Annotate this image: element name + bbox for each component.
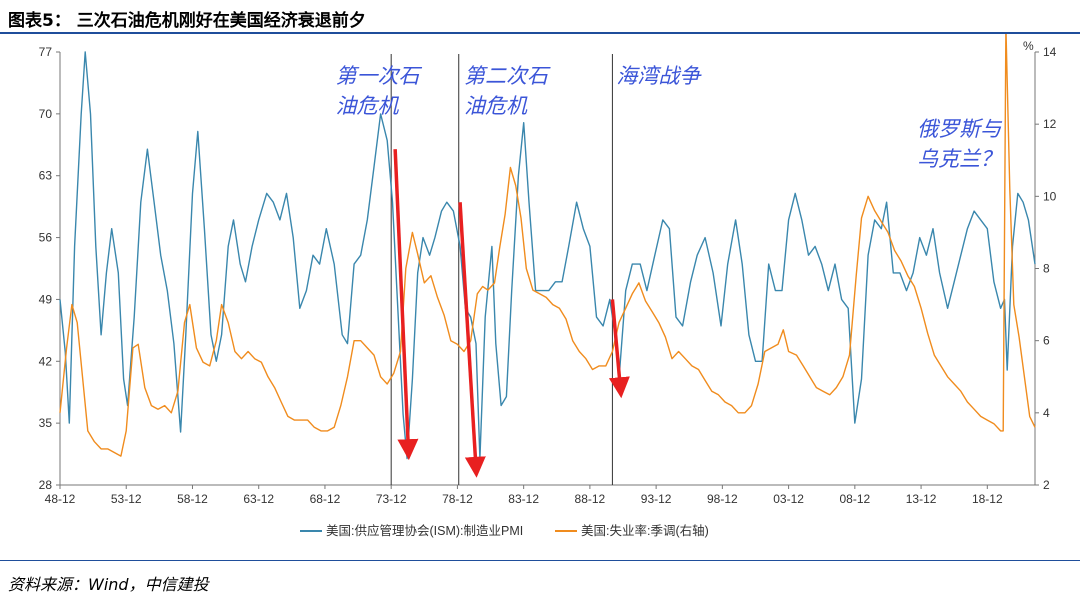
event-annotation: 第一次石	[336, 64, 423, 88]
decline-arrow	[608, 299, 630, 399]
x-tick-label: 18-12	[972, 492, 1003, 506]
source-note: 资料来源：Wind，中信建投	[8, 575, 209, 594]
y-left-tick-label: 63	[39, 169, 53, 183]
x-tick-label: 93-12	[641, 492, 672, 506]
x-tick-label: 53-12	[111, 492, 142, 506]
event-annotation: 第二次石	[464, 64, 551, 88]
y-right-tick-label: 12	[1043, 117, 1057, 131]
y-left-tick-label: 35	[39, 416, 53, 430]
legend-label: 美国:失业率:季调(右轴)	[581, 523, 709, 538]
event-annotation: 乌克兰？	[917, 147, 1001, 171]
y-left-tick-label: 49	[39, 292, 53, 306]
y-right-tick-label: 8	[1043, 262, 1050, 276]
event-annotation: 海湾战争	[616, 64, 702, 88]
y-left-tick-label: 70	[39, 107, 53, 121]
event-lines	[390, 54, 613, 485]
decline-arrow	[458, 202, 486, 478]
y-left-tick-label: 42	[39, 354, 53, 368]
x-tick-label: 08-12	[839, 492, 870, 506]
y-right-tick-label: 4	[1043, 406, 1050, 420]
page-title: 图表5： 三次石油危机刚好在美国经济衰退前夕	[8, 11, 366, 31]
x-tick-label: 03-12	[773, 492, 804, 506]
y-left-tick-label: 77	[39, 45, 53, 59]
y-right-tick-label: 14	[1043, 45, 1057, 59]
y-right-tick-label: 6	[1043, 334, 1050, 348]
decline-arrow	[393, 149, 419, 461]
footer-divider	[0, 560, 1080, 561]
x-tick-label: 73-12	[376, 492, 407, 506]
x-tick-label: 83-12	[508, 492, 539, 506]
legend: 美国:供应管理协会(ISM):制造业PMI 美国:失业率:季调(右轴)	[300, 523, 709, 538]
x-tick-label: 98-12	[707, 492, 738, 506]
y-left-tick-label: 56	[39, 231, 53, 245]
chart: 28 35 42 49 56 63 70 77 2 4 6 8 10 12 14% 48-12 53-12 58-…	[39, 34, 1057, 538]
event-annotation: 俄罗斯与	[917, 117, 1003, 141]
x-tick-label: 58-12	[177, 492, 208, 506]
legend-label: 美国:供应管理协会(ISM):制造业PMI	[326, 523, 523, 538]
y-left-tick-label: 28	[39, 478, 53, 492]
series-lines	[59, 34, 1036, 460]
y-right-tick-label: 10	[1043, 189, 1057, 203]
x-tick-label: 88-12	[575, 492, 606, 506]
arrows	[393, 149, 630, 478]
y-right-unit-label: %	[1023, 39, 1034, 53]
x-tick-label: 13-12	[906, 492, 937, 506]
x-tick-label: 48-12	[45, 492, 76, 506]
axes: 28 35 42 49 56 63 70 77 2 4 6 8 10 12 14% 48-12 53-12 58-…	[39, 39, 1057, 506]
event-annotation: 油危机	[336, 94, 400, 118]
unemployment-series-line	[59, 34, 1036, 457]
x-tick-label: 78-12	[442, 492, 473, 506]
title-divider	[0, 32, 1080, 34]
event-annotation: 油危机	[464, 94, 528, 118]
y-right-tick-label: 2	[1043, 478, 1050, 492]
x-tick-label: 68-12	[310, 492, 341, 506]
x-tick-label: 63-12	[243, 492, 274, 506]
pmi-series-line	[59, 51, 1036, 460]
